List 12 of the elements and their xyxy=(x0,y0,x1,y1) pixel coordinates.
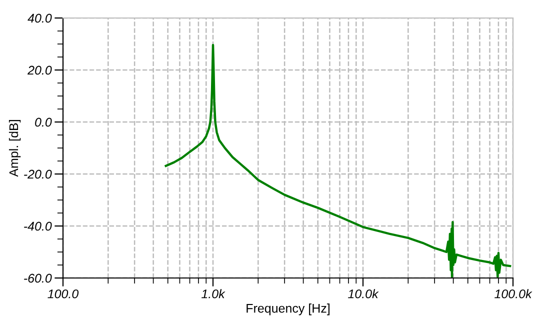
x-tick-label: 1.0k xyxy=(202,289,226,298)
y-axis-title: Ampl. [dB] xyxy=(8,120,21,177)
y-tick-label: 20.0 xyxy=(27,66,52,75)
x-tick-label: 10.0k xyxy=(348,289,379,298)
y-tick-label: 40.0 xyxy=(28,14,52,23)
y-tick-label: -20.0 xyxy=(24,170,52,179)
x-tick-label: 100.0k xyxy=(494,289,532,298)
y-tick-label: 0.0 xyxy=(35,118,52,127)
y-tick-label: -40.0 xyxy=(24,222,52,231)
y-tick-label: -60.0 xyxy=(24,274,52,283)
x-axis-title: Frequency [Hz] xyxy=(246,304,330,316)
x-tick-label: 100.0 xyxy=(48,289,79,298)
